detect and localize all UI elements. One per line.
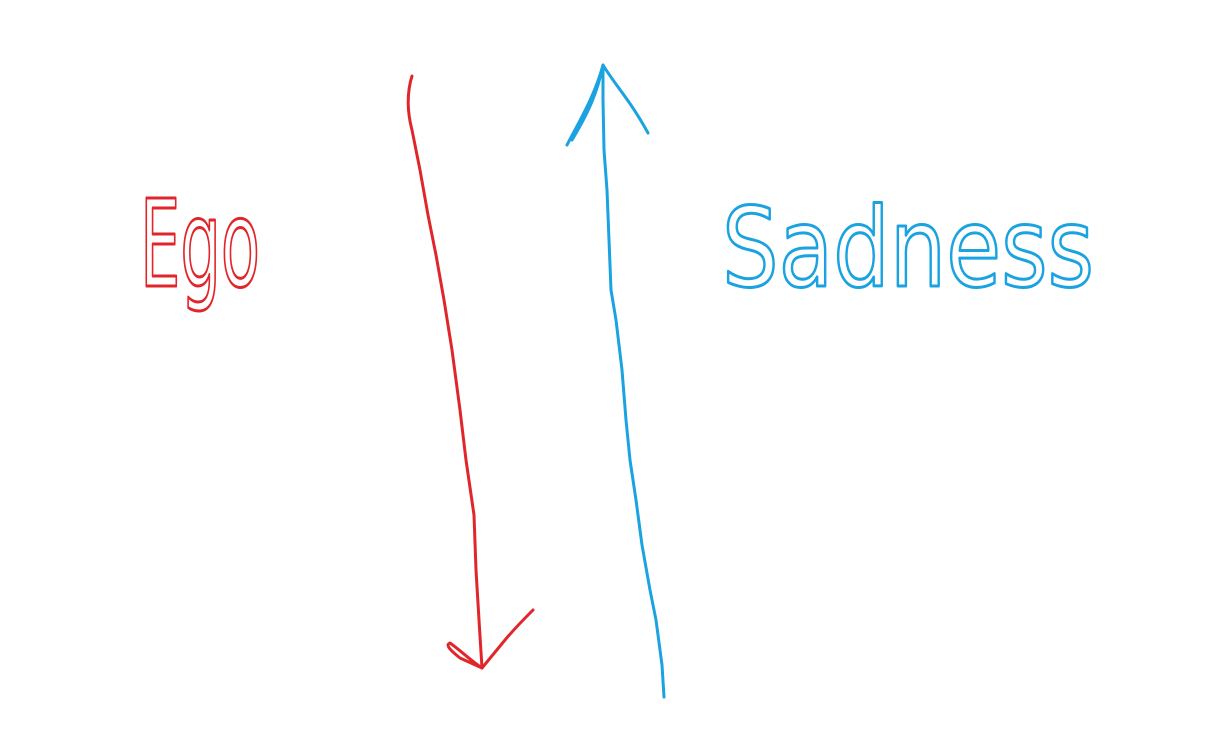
- down-arrow-shaft: [406, 74, 484, 670]
- down-arrow-head: [446, 608, 535, 670]
- up-arrow-shaft: [601, 63, 666, 699]
- up-arrow-head: [565, 63, 650, 147]
- ego-label: Ego: [140, 176, 260, 315]
- sadness-label: Sadness: [722, 184, 1094, 312]
